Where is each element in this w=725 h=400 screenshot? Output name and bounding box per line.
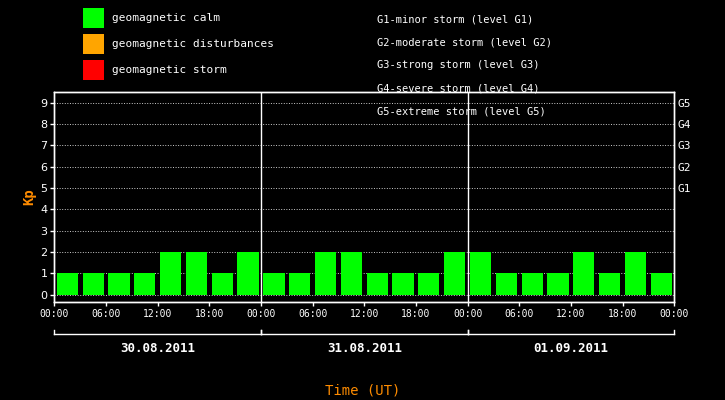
Bar [521,273,543,294]
Y-axis label: Kp: Kp [22,189,36,205]
Text: G3-strong storm (level G3): G3-strong storm (level G3) [377,60,539,70]
Bar [573,252,594,294]
Text: 30.08.2011: 30.08.2011 [120,342,195,354]
Bar [547,273,568,294]
Bar [470,252,491,294]
Bar [496,273,517,294]
Bar [186,252,207,294]
Bar [212,273,233,294]
Bar [263,273,284,294]
Text: geomagnetic calm: geomagnetic calm [112,13,220,23]
Bar [418,273,439,294]
Bar [444,252,465,294]
Text: G4-severe storm (level G4): G4-severe storm (level G4) [377,84,539,94]
Bar [83,273,104,294]
Bar [625,252,646,294]
Bar [134,273,155,294]
Text: geomagnetic storm: geomagnetic storm [112,65,227,75]
Bar [599,273,621,294]
Text: G1-minor storm (level G1): G1-minor storm (level G1) [377,14,534,24]
Bar [392,273,414,294]
Bar [57,273,78,294]
Text: geomagnetic disturbances: geomagnetic disturbances [112,39,274,49]
Bar [108,273,130,294]
Bar [160,252,181,294]
Text: 01.09.2011: 01.09.2011 [534,342,608,354]
Bar [289,273,310,294]
Text: G5-extreme storm (level G5): G5-extreme storm (level G5) [377,107,546,117]
Text: 31.08.2011: 31.08.2011 [327,342,402,354]
Text: Time (UT): Time (UT) [325,383,400,397]
Bar [315,252,336,294]
Bar [238,252,259,294]
Bar [651,273,672,294]
Text: G2-moderate storm (level G2): G2-moderate storm (level G2) [377,37,552,47]
Bar [341,252,362,294]
Bar [367,273,388,294]
